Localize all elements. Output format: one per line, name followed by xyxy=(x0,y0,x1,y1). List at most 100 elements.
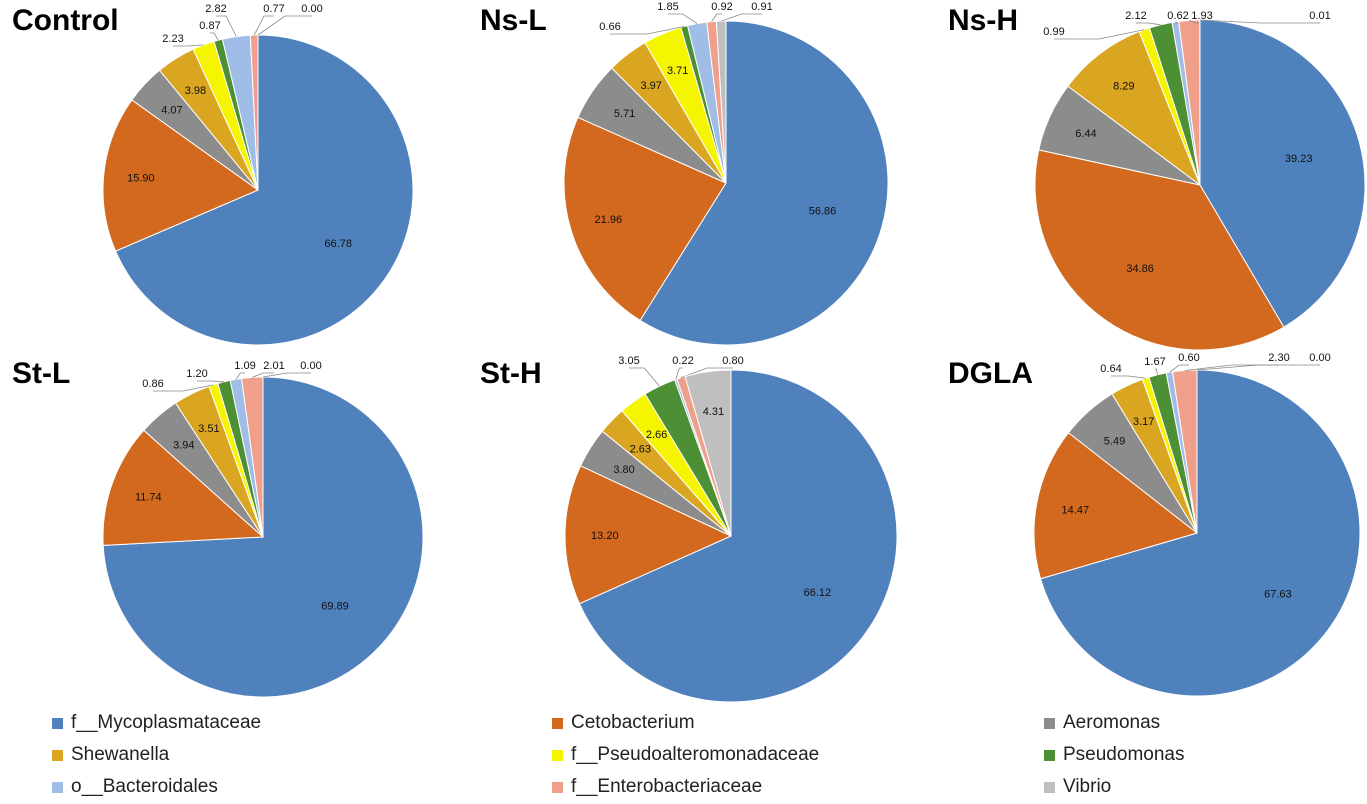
legend-swatch xyxy=(52,781,63,793)
pie-slice xyxy=(1199,19,1366,328)
legend-item-vibrio: Vibrio xyxy=(1044,774,1111,800)
slice-label: 2.63 xyxy=(630,443,651,455)
slice-label: 5.49 xyxy=(1104,436,1125,448)
pie-slice xyxy=(639,20,889,346)
legend-swatch xyxy=(1044,781,1055,793)
slice-label: 2.12 xyxy=(1125,10,1146,22)
slice-label: 56.86 xyxy=(809,206,837,218)
legend-label: Cetobacterium xyxy=(571,712,695,733)
leader-line xyxy=(210,32,219,41)
pie-chart-3: St-L 69.89 11.74 3.94 3.51 0.86 1.20 1.09 2.01 0.… xyxy=(12,357,424,698)
legend-item-mycoplasmataceae: f__Mycoplasmataceae xyxy=(52,710,261,736)
pie-slice xyxy=(1034,149,1285,351)
pie-chart-5: DGLA 67.63 14.47 5.49 3.17 0.64 1.67 0.60 2.30 0.… xyxy=(948,352,1361,697)
slice-label: 0.01 xyxy=(1309,10,1330,22)
leader-line xyxy=(173,44,204,47)
slice-label: 3.51 xyxy=(198,423,219,435)
leader-line xyxy=(680,367,733,379)
slice-label: 0.99 xyxy=(1043,26,1064,38)
legend-swatch xyxy=(552,717,563,729)
slice-label: 0.00 xyxy=(301,3,322,15)
slice-label: 3.80 xyxy=(613,464,634,476)
slice-label: 2.30 xyxy=(1268,352,1289,364)
chart-title: DGLA xyxy=(948,357,1033,390)
legend-swatch xyxy=(1044,717,1055,729)
pie-slice xyxy=(249,34,259,191)
slice-label: 4.07 xyxy=(161,105,182,117)
slice-label: 0.77 xyxy=(263,3,284,15)
legend-item-pseudoalteromonadaceae: f__Pseudoalteromonadaceae xyxy=(552,742,819,768)
pie-slice xyxy=(684,369,732,537)
pie-slice xyxy=(114,34,414,346)
leader-line xyxy=(1199,19,1320,24)
legend-swatch xyxy=(552,781,563,793)
slice-label: 15.90 xyxy=(127,172,155,184)
slice-label: 0.66 xyxy=(599,21,620,33)
chart-title: Control xyxy=(12,4,119,37)
pie-slice xyxy=(1039,369,1361,697)
legend-label: f__Enterobacteriaceae xyxy=(571,776,763,797)
slice-label: 4.31 xyxy=(703,406,724,418)
slice-label: 5.71 xyxy=(614,108,635,120)
slice-label: 0.86 xyxy=(142,378,163,390)
legend-item-aeromonas: Aeromonas xyxy=(1044,710,1160,736)
leader-line xyxy=(668,13,698,24)
slice-label: 69.89 xyxy=(321,600,349,612)
slice-label: 66.78 xyxy=(324,238,352,250)
leader-line xyxy=(1175,21,1178,24)
legend-label: Pseudomonas xyxy=(1063,744,1185,765)
legend-item-shewanella: Shewanella xyxy=(52,742,169,768)
legend-swatch xyxy=(52,717,63,729)
slice-label: 0.22 xyxy=(672,355,693,367)
legend-label: Shewanella xyxy=(71,744,170,765)
slice-label: 11.74 xyxy=(135,492,162,504)
slice-label: 0.00 xyxy=(300,360,321,372)
slice-label: 14.47 xyxy=(1062,505,1090,517)
pie-chart-4: St-H 66.12 13.20 3.80 2.63 2.66 3.05 0.22 0.80 4.… xyxy=(480,355,898,703)
slice-label: 1.09 xyxy=(234,360,255,372)
leader-line xyxy=(235,372,245,380)
leader-line xyxy=(711,13,722,22)
chart-title: St-H xyxy=(480,357,542,390)
pie-slice xyxy=(564,465,733,605)
chart-title: St-L xyxy=(12,357,70,390)
slice-label: 0.92 xyxy=(711,1,732,13)
pie-chart-2: Ns-H 39.23 34.86 6.44 8.29 0.99 2.12 0.62 1.93 0.… xyxy=(948,4,1366,351)
legend-label: Vibrio xyxy=(1063,776,1112,797)
leader-line xyxy=(257,15,312,36)
slice-label: 34.86 xyxy=(1126,263,1154,275)
pie-slice xyxy=(102,429,265,546)
leader-line xyxy=(153,384,214,392)
slice-label: 0.00 xyxy=(1309,352,1330,364)
leader-line xyxy=(253,15,274,36)
legend-label: f__Mycoplasmataceae xyxy=(71,712,262,733)
slice-label: 13.20 xyxy=(591,530,619,542)
slice-label: 1.93 xyxy=(1191,10,1212,22)
leader-line xyxy=(629,367,660,387)
leader-line xyxy=(610,26,685,35)
pie-slice xyxy=(102,99,260,252)
slice-label: 67.63 xyxy=(1264,589,1292,601)
chart-title: Ns-H xyxy=(948,4,1018,37)
slice-label: 3.71 xyxy=(667,65,688,77)
slice-label: 3.05 xyxy=(618,355,639,367)
leader-line xyxy=(1111,375,1146,379)
legend-label: o__Bacteroidales xyxy=(71,776,218,797)
slice-label: 3.94 xyxy=(173,440,194,452)
leader-line xyxy=(1196,364,1320,371)
leader-line xyxy=(1169,364,1189,373)
slice-label: 3.97 xyxy=(640,80,661,92)
slice-label: 0.91 xyxy=(751,1,772,13)
legend-swatch xyxy=(1044,749,1055,761)
slice-label: 1.85 xyxy=(657,1,678,13)
pie-chart-0: Control 66.78 15.90 4.073.98 2.23 0.87 2.82 0.7… xyxy=(12,3,414,346)
slice-label: 0.60 xyxy=(1178,352,1199,364)
leader-line xyxy=(197,380,224,383)
legend-item-cetobacterium: Cetobacterium xyxy=(552,710,695,736)
legend-label: Aeromonas xyxy=(1063,712,1161,733)
slice-label: 66.12 xyxy=(804,587,832,599)
legend-swatch xyxy=(52,749,63,761)
slice-label: 2.01 xyxy=(263,360,284,372)
pie-slice xyxy=(563,116,727,322)
slice-label: 3.98 xyxy=(185,85,206,97)
